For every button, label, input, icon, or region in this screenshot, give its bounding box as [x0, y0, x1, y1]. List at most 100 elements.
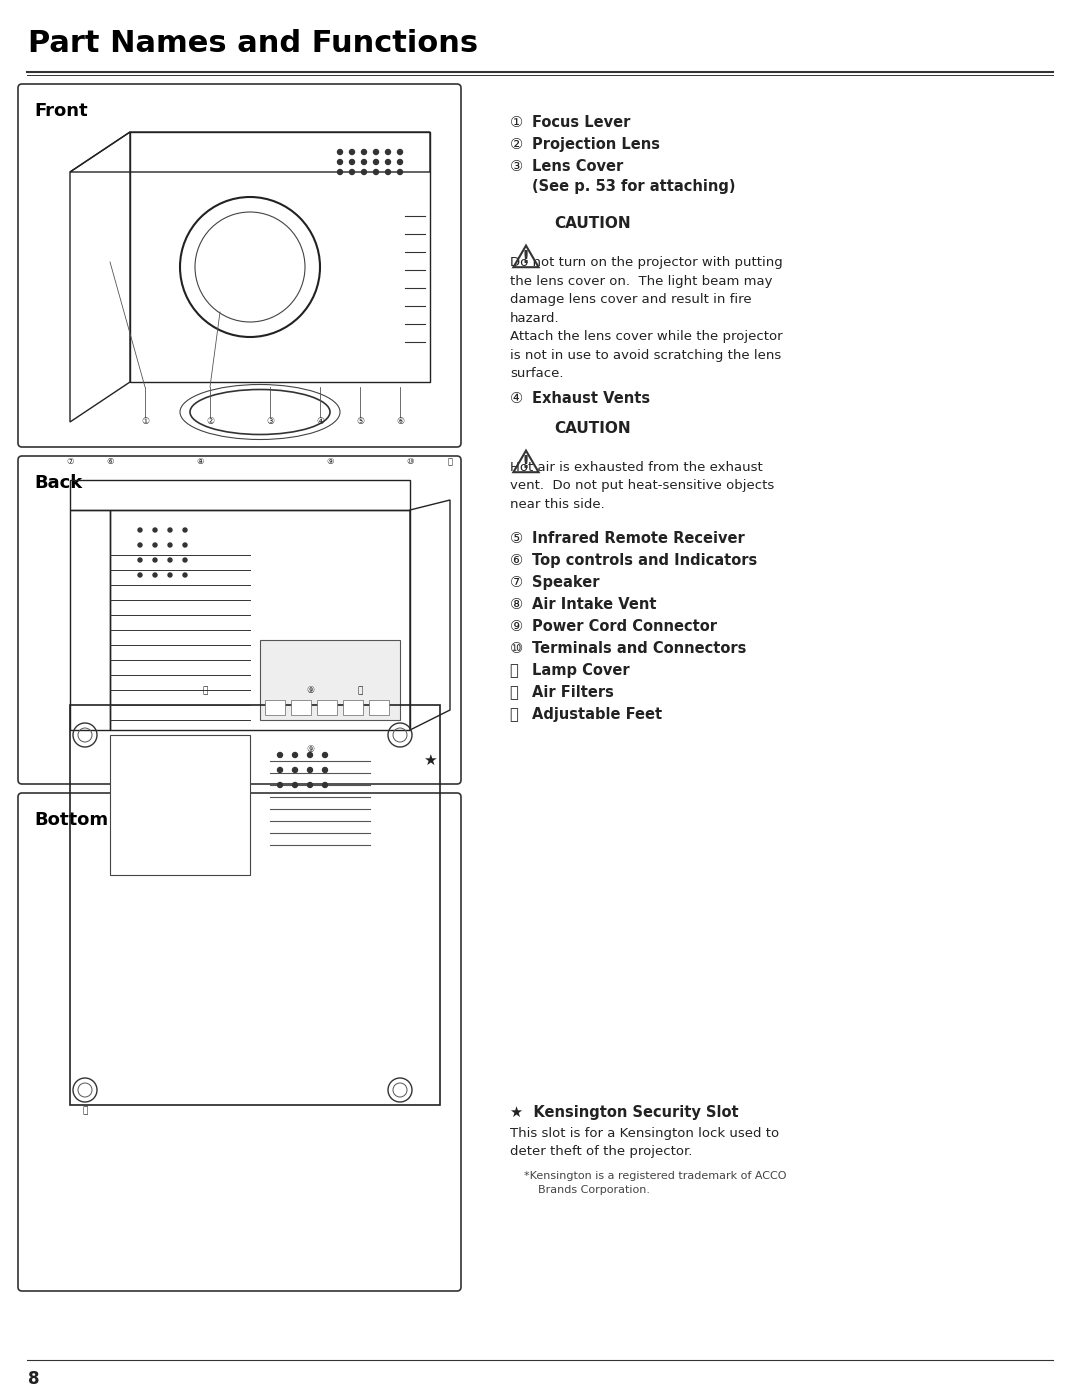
Circle shape — [308, 782, 312, 788]
Circle shape — [153, 543, 157, 548]
Circle shape — [308, 753, 312, 757]
Text: Power Cord Connector: Power Cord Connector — [532, 619, 717, 634]
Text: ⑧: ⑧ — [510, 597, 532, 612]
Circle shape — [183, 573, 187, 577]
Text: Part Names and Functions: Part Names and Functions — [28, 29, 478, 59]
Text: Front: Front — [33, 102, 87, 120]
Circle shape — [337, 159, 342, 165]
Text: ①: ① — [140, 418, 149, 426]
FancyBboxPatch shape — [18, 793, 461, 1291]
Circle shape — [138, 557, 141, 562]
Text: Speaker: Speaker — [532, 576, 599, 590]
Text: !: ! — [522, 249, 530, 267]
Text: Focus Lever: Focus Lever — [532, 115, 631, 130]
Text: ⑤: ⑤ — [356, 418, 364, 426]
Text: This slot is for a Kensington lock used to
deter theft of the projector.: This slot is for a Kensington lock used … — [510, 1127, 779, 1158]
Circle shape — [153, 528, 157, 532]
Text: ②: ② — [510, 137, 532, 152]
Bar — [369, 700, 389, 715]
Text: Exhaust Vents: Exhaust Vents — [532, 391, 650, 407]
Text: Lamp Cover: Lamp Cover — [532, 664, 630, 678]
Text: Top controls and Indicators: Top controls and Indicators — [532, 553, 757, 569]
Text: Air Filters: Air Filters — [532, 685, 613, 700]
Circle shape — [308, 767, 312, 773]
Circle shape — [323, 782, 327, 788]
FancyBboxPatch shape — [260, 640, 400, 719]
Text: ⑬: ⑬ — [510, 707, 528, 722]
FancyBboxPatch shape — [18, 455, 461, 784]
Text: ★: ★ — [423, 753, 436, 767]
Circle shape — [138, 528, 141, 532]
Text: 8: 8 — [28, 1370, 40, 1389]
Text: ⑥: ⑥ — [510, 553, 532, 569]
Circle shape — [397, 159, 403, 165]
Text: ①: ① — [510, 115, 532, 130]
FancyBboxPatch shape — [18, 84, 461, 447]
Text: Lens Cover: Lens Cover — [532, 159, 623, 175]
Bar — [318, 700, 337, 715]
Text: ⑪: ⑪ — [510, 664, 528, 678]
Circle shape — [386, 169, 391, 175]
Bar — [343, 700, 363, 715]
Circle shape — [397, 169, 403, 175]
Circle shape — [374, 159, 378, 165]
Circle shape — [337, 169, 342, 175]
Text: ⑥: ⑥ — [396, 418, 404, 426]
Circle shape — [350, 159, 354, 165]
Text: ⑧: ⑧ — [197, 457, 204, 467]
Circle shape — [293, 782, 297, 788]
Text: ⑨: ⑨ — [326, 457, 334, 467]
Text: ③: ③ — [266, 418, 274, 426]
Circle shape — [293, 767, 297, 773]
Text: Projection Lens: Projection Lens — [532, 137, 660, 152]
Text: ⑪: ⑪ — [447, 457, 453, 467]
Circle shape — [138, 573, 141, 577]
Text: ⑤: ⑤ — [510, 531, 532, 546]
Circle shape — [386, 159, 391, 165]
Circle shape — [168, 528, 172, 532]
Text: ⑩: ⑩ — [406, 457, 414, 467]
Circle shape — [183, 543, 187, 548]
Text: ⑨: ⑨ — [306, 686, 314, 694]
Circle shape — [386, 149, 391, 155]
Text: ⑫: ⑫ — [510, 685, 528, 700]
Text: ⑥: ⑥ — [106, 457, 113, 467]
Text: Back: Back — [33, 474, 82, 492]
Circle shape — [362, 149, 366, 155]
Circle shape — [350, 149, 354, 155]
Circle shape — [168, 573, 172, 577]
Text: Adjustable Feet: Adjustable Feet — [532, 707, 662, 722]
Circle shape — [337, 149, 342, 155]
Circle shape — [183, 557, 187, 562]
Text: Bottom: Bottom — [33, 812, 108, 828]
Circle shape — [168, 557, 172, 562]
FancyBboxPatch shape — [110, 735, 249, 875]
Circle shape — [397, 149, 403, 155]
Text: Infrared Remote Receiver: Infrared Remote Receiver — [532, 531, 745, 546]
Text: ⑨: ⑨ — [510, 619, 532, 634]
Bar — [291, 700, 311, 715]
Circle shape — [278, 767, 283, 773]
Text: !: ! — [522, 454, 530, 472]
Text: ④: ④ — [510, 391, 532, 407]
Circle shape — [323, 767, 327, 773]
Text: CAUTION: CAUTION — [554, 420, 631, 436]
Text: ⑭: ⑭ — [82, 1106, 87, 1115]
Circle shape — [362, 169, 366, 175]
Circle shape — [293, 753, 297, 757]
Text: ★  Kensington Security Slot: ★ Kensington Security Slot — [510, 1105, 739, 1120]
Circle shape — [153, 557, 157, 562]
Text: Do not turn on the projector with putting
the lens cover on.  The light beam may: Do not turn on the projector with puttin… — [510, 256, 783, 380]
Text: Air Intake Vent: Air Intake Vent — [532, 597, 657, 612]
Text: ⑩: ⑩ — [510, 641, 532, 657]
Text: ⑦: ⑦ — [66, 457, 73, 467]
Circle shape — [168, 543, 172, 548]
Text: ③: ③ — [510, 159, 532, 175]
Bar — [265, 700, 285, 715]
Text: CAUTION: CAUTION — [554, 217, 631, 231]
Circle shape — [362, 159, 366, 165]
Circle shape — [153, 573, 157, 577]
Circle shape — [323, 753, 327, 757]
Text: Terminals and Connectors: Terminals and Connectors — [532, 641, 746, 657]
Text: *Kensington is a registered trademark of ACCO
    Brands Corporation.: *Kensington is a registered trademark of… — [524, 1171, 786, 1194]
